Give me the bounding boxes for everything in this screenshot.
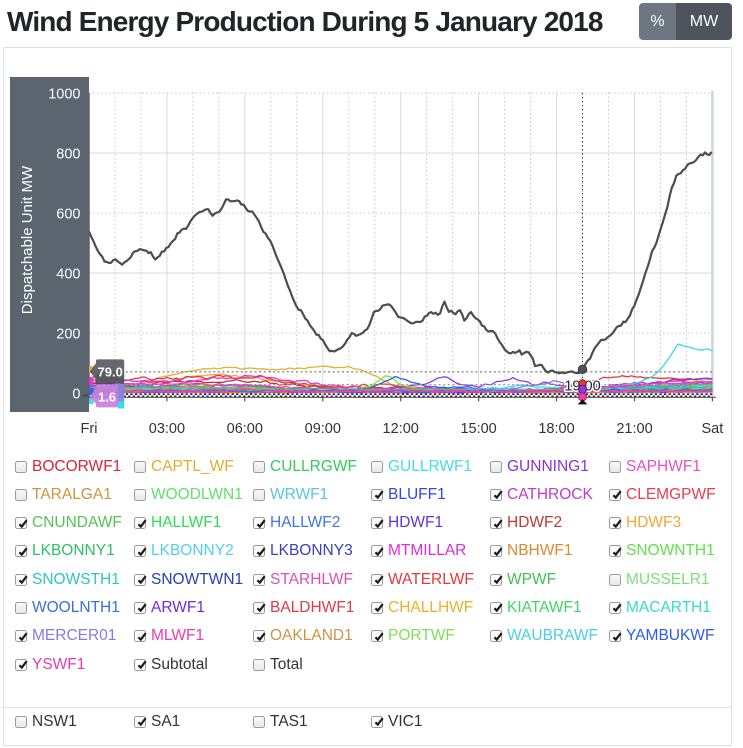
svg-text:400: 400 — [56, 267, 80, 283]
svg-text:03:00: 03:00 — [149, 421, 185, 437]
svg-text:18:00: 18:00 — [538, 421, 574, 437]
svg-text:1.6: 1.6 — [98, 389, 116, 404]
svg-text:Sat: Sat — [702, 421, 724, 437]
svg-text:09:00: 09:00 — [305, 421, 341, 437]
svg-text:0: 0 — [72, 387, 80, 403]
svg-text:600: 600 — [56, 207, 80, 223]
svg-text:200: 200 — [56, 327, 80, 343]
svg-text:Dispatchable Unit MW: Dispatchable Unit MW — [19, 165, 36, 314]
svg-text:12:00: 12:00 — [383, 421, 419, 437]
svg-text:21:00: 21:00 — [616, 421, 652, 437]
svg-text:06:00: 06:00 — [227, 421, 263, 437]
svg-text:Fri: Fri — [81, 421, 98, 437]
svg-text:79.0: 79.0 — [98, 365, 123, 380]
svg-text:15:00: 15:00 — [460, 421, 496, 437]
svg-text:1000: 1000 — [48, 87, 80, 103]
svg-text:800: 800 — [56, 147, 80, 163]
